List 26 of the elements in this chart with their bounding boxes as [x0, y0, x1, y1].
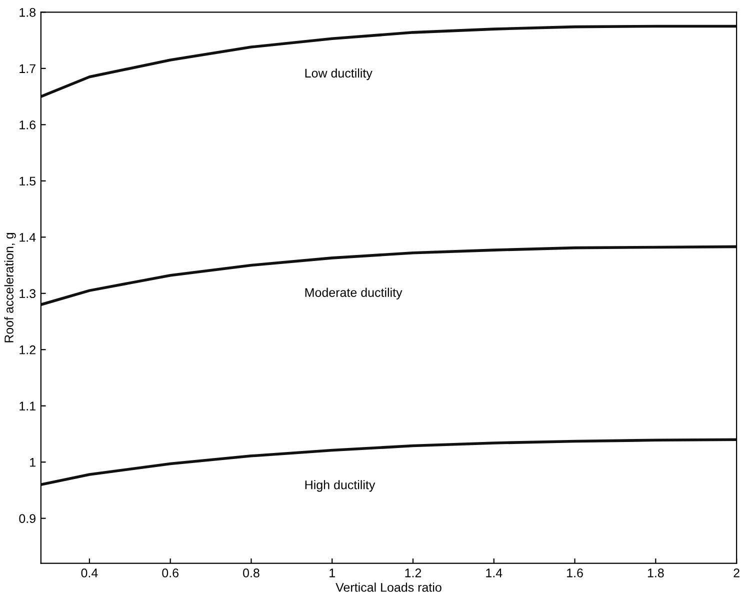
- line-series: [40, 245, 737, 306]
- x-tick-label: 1: [330, 568, 335, 578]
- y-tick-label: 1.2: [20, 345, 36, 354]
- y-tick-label: 1.3: [20, 289, 36, 298]
- y-tick-label: 1.6: [20, 120, 36, 130]
- text: High ductility: [305, 480, 376, 492]
- x-tick-label: 1.2: [405, 568, 422, 578]
- x-tick-label: 1.6: [567, 568, 583, 578]
- text: Low ductility: [305, 68, 372, 80]
- y-tick-label: 0.9: [19, 514, 36, 523]
- line-series: [40, 24, 737, 98]
- x-tick-label: 0.8: [243, 568, 260, 578]
- y-tick-label: 1.5: [20, 176, 36, 186]
- x-tick-label: 1.8: [648, 568, 664, 578]
- y-tick-label: 1.8: [20, 8, 36, 17]
- x-tick-label: 0.4: [81, 568, 98, 578]
- x-axis-title: Vertical Loads ratio: [336, 582, 442, 592]
- x-tick-label: 1.4: [486, 568, 502, 578]
- y-tick-label: 1.4: [20, 233, 36, 242]
- text: Moderate ductility: [305, 288, 402, 300]
- x-tick-label: 2: [734, 568, 740, 578]
- x-tick-label: 0.6: [162, 568, 178, 578]
- y-tick-label: 1.7: [20, 64, 36, 73]
- y-axis-title: Roof acceleration, g: [4, 232, 16, 342]
- y-tick-label: 1.1: [20, 402, 36, 410]
- y-tick-label: 1: [30, 458, 36, 467]
